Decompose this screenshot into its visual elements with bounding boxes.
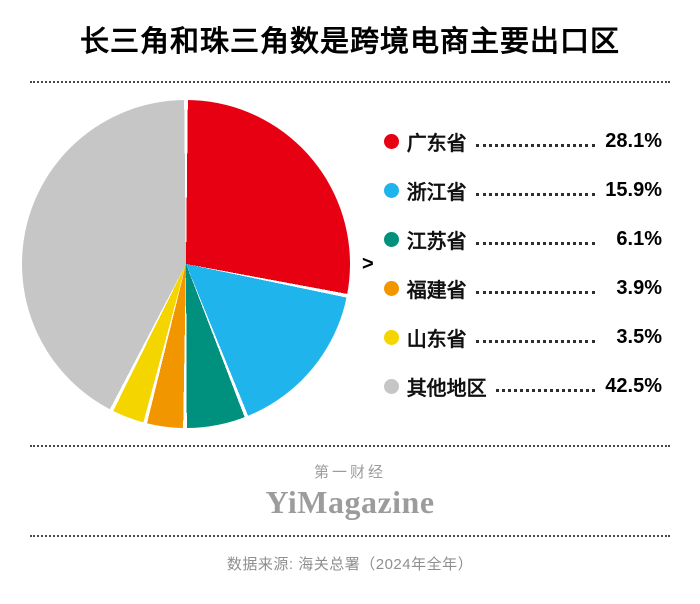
legend-value: 15.9% — [605, 179, 662, 201]
pie-chart — [22, 100, 350, 428]
legend-value: 3.5% — [616, 326, 662, 348]
legend-dot — [383, 183, 399, 198]
legend-row: 浙江省 15.9% — [383, 177, 662, 205]
divider-middle — [30, 445, 670, 447]
legend-dot — [383, 379, 399, 394]
legend-row: 其他地区 42.5% — [383, 373, 662, 401]
legend-leader — [475, 340, 595, 343]
legend-label: 山东省 — [406, 329, 467, 351]
legend-value: 42.5% — [605, 375, 662, 397]
publisher-brand: 第一财经 YiMagazine — [0, 447, 700, 521]
legend-leader — [475, 242, 595, 245]
legend-leader — [495, 389, 595, 392]
legend-dot — [383, 232, 399, 247]
legend-leader — [475, 193, 595, 196]
divider-top — [30, 81, 670, 83]
data-source-note: 数据来源: 海关总署（2024年全年） — [226, 556, 474, 573]
legend-row: 广东省 28.1% — [383, 128, 662, 156]
legend-value: 6.1% — [616, 228, 662, 250]
legend-value: 3.9% — [616, 277, 662, 299]
legend-label: 江苏省 — [406, 231, 467, 253]
legend-dot — [383, 281, 399, 296]
legend-label: 浙江省 — [406, 182, 467, 204]
legend-row: 江苏省 6.1% — [383, 226, 662, 254]
divider-bottom — [30, 535, 670, 537]
legend-dot — [383, 134, 399, 149]
legend-row: 山东省 3.5% — [383, 324, 662, 352]
arrow-right-icon: > — [362, 253, 374, 275]
legend-label: 其他地区 — [406, 378, 487, 400]
legend-value: 28.1% — [605, 130, 662, 152]
brand-name-cn: 第一财经 — [313, 464, 386, 481]
legend-dot — [383, 330, 399, 345]
legend-label: 福建省 — [406, 280, 467, 302]
chart-title: 长三角和珠三角数是跨境电商主要出口区 — [79, 26, 620, 58]
brand-name-en: YiMagazine — [265, 484, 435, 520]
chart-area: > 广东省 28.1% 浙江省 15.9% 江苏省 6.1% — [0, 83, 700, 441]
legend-leader — [475, 291, 595, 294]
legend-row: 福建省 3.9% — [383, 275, 662, 303]
legend-label: 广东省 — [406, 133, 467, 155]
legend-leader — [475, 144, 595, 147]
legend: 广东省 28.1% 浙江省 15.9% 江苏省 6.1% 福建省 3.9 — [383, 124, 662, 405]
